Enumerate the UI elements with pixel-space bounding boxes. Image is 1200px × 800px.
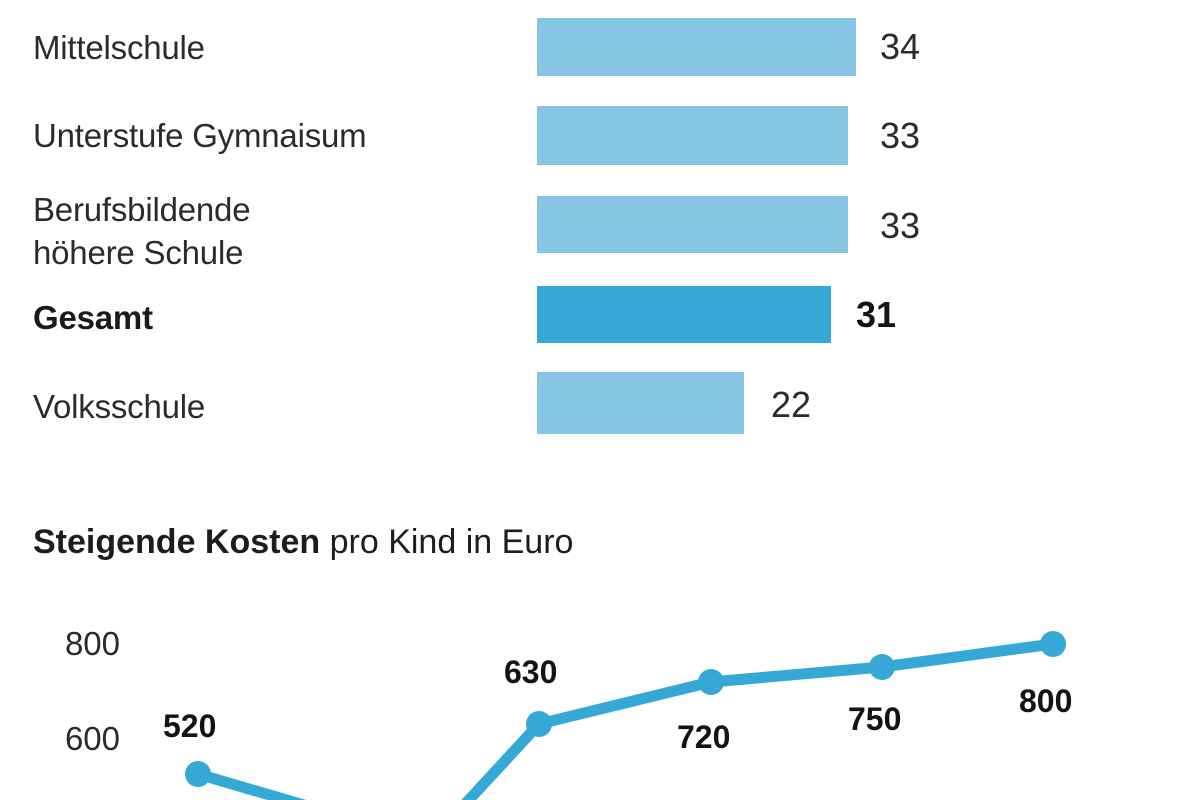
bar-value-label: 33 — [880, 205, 921, 246]
bar-category-label: Unterstufe Gymnaisum — [33, 117, 367, 154]
data-label-800: 800 — [1019, 683, 1073, 719]
bar-rect — [537, 196, 848, 253]
bar-category-label: Mittelschule — [33, 29, 205, 66]
line-chart-title: Steigende Kosten pro Kind in Euro — [33, 522, 573, 562]
line-series-svg — [185, 631, 1066, 800]
y-axis-tick-600: 600 — [64, 720, 120, 757]
bar-value-label: 31 — [856, 294, 897, 335]
bar-category-label: Volksschule — [33, 388, 206, 425]
bar-rect — [537, 106, 848, 165]
data-point-marker — [526, 711, 552, 737]
data-label-630: 630 — [504, 654, 558, 690]
bar-value-label: 22 — [771, 384, 812, 425]
bar-category-label: Gesamt — [33, 299, 153, 336]
data-label-720: 720 — [677, 719, 731, 755]
data-label-750: 750 — [848, 701, 902, 737]
data-point-marker — [869, 654, 895, 680]
data-point-marker — [185, 761, 211, 787]
y-axis-tick-800: 800 — [64, 625, 120, 662]
series-line — [192, 638, 1059, 800]
bar-value-label: 33 — [880, 115, 921, 156]
data-point-marker — [698, 669, 724, 695]
line-chart: Steigende Kosten pro Kind in Euro 800 60… — [0, 470, 1200, 800]
bar-rect — [537, 372, 744, 434]
bar-rect-highlight — [537, 286, 831, 343]
line-chart-title-light: pro Kind in Euro — [320, 523, 574, 561]
bar-value-label: 34 — [880, 26, 921, 67]
bar-category-label: Berufsbildende höhere Schule — [33, 191, 251, 271]
line-chart-title-strong: Steigende Kosten — [33, 523, 321, 561]
bar-rect — [537, 18, 856, 76]
data-point-marker — [1040, 631, 1066, 657]
bar-chart: Mittelschule 34 Unterstufe Gymnaisum 33 … — [33, 18, 921, 434]
data-label-520: 520 — [163, 708, 217, 744]
